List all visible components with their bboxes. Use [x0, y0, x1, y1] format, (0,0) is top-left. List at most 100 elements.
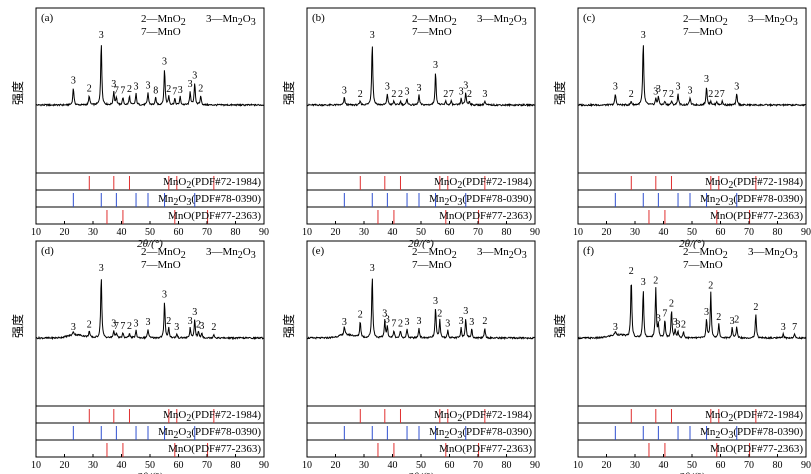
reference-label: MnO(PDF#77-2363): [168, 210, 261, 222]
y-axis-label: 强度: [10, 81, 25, 105]
legend-mno: 7—MnO: [683, 259, 723, 271]
reference-label: MnO(PDF#77-2363): [710, 210, 803, 222]
peak-label: 3: [482, 89, 487, 100]
peak-label: 3: [192, 70, 197, 81]
peak-label: 2: [629, 89, 634, 100]
x-tick-label: 60: [716, 460, 726, 471]
reference-label: MnO2(PDF#72-1984): [434, 409, 532, 424]
peak-label: 3: [463, 306, 468, 317]
peak-label: 2: [653, 276, 658, 287]
x-tick-label: 20: [331, 460, 341, 471]
peak-label: 2: [127, 321, 132, 332]
peak-label: 3: [641, 30, 646, 41]
x-tick-label: 50: [687, 460, 697, 471]
x-axis-label: 2θ/(°): [408, 471, 434, 474]
peak-label: 2: [166, 316, 171, 327]
peak-label: 7: [720, 89, 725, 100]
legend-mno: 7—MnO: [412, 259, 452, 271]
plot-frame: [577, 240, 807, 458]
x-tick-label: 40: [117, 227, 127, 238]
y-axis-label: 强度: [281, 314, 296, 338]
peak-label: 2: [398, 89, 403, 100]
reference-label: MnO(PDF#77-2363): [710, 443, 803, 455]
peak-label: 3: [134, 82, 139, 93]
peak-label: 3: [385, 315, 390, 326]
x-tick-label: 40: [388, 227, 398, 238]
peak-label: 2: [734, 315, 739, 326]
peak-label: 3: [146, 317, 151, 328]
x-tick-label: 90: [801, 460, 811, 471]
reference-label: Mn2O3(PDF#78-0390): [158, 193, 261, 208]
x-tick-label: 70: [744, 227, 754, 238]
x-tick-label: 50: [416, 227, 426, 238]
x-tick-label: 30: [88, 227, 98, 238]
peak-label: 2: [681, 320, 686, 331]
peak-label: 2: [714, 89, 719, 100]
x-tick-label: 60: [445, 227, 455, 238]
legend-mno: 7—MnO: [412, 26, 452, 38]
peak-label: 3: [162, 56, 167, 67]
x-tick-label: 10: [573, 460, 583, 471]
x-tick-label: 80: [231, 227, 241, 238]
xrd-pattern-line: [577, 45, 807, 108]
legend-mno2: 2—MnO2: [683, 13, 728, 28]
peak-label: 7: [120, 321, 125, 332]
peak-label: 3: [342, 85, 347, 96]
panel-label: (a): [41, 12, 54, 24]
reference-label: MnO2(PDF#72-1984): [705, 176, 803, 191]
y-axis-label: 强度: [281, 81, 296, 105]
x-tick-label: 60: [174, 227, 184, 238]
plot-frame: [306, 7, 536, 225]
legend-mno2: 2—MnO2: [683, 246, 728, 261]
peak-label: 3: [188, 316, 193, 327]
peak-label: 3: [111, 318, 116, 329]
peak-label: 3: [162, 289, 167, 300]
legend-mno: 7—MnO: [141, 259, 181, 271]
peak-label: 2: [437, 308, 442, 319]
x-tick-label: 60: [445, 460, 455, 471]
x-tick-label: 30: [88, 460, 98, 471]
x-tick-label: 20: [331, 227, 341, 238]
peak-label: 3: [459, 316, 464, 327]
peak-label: 7: [114, 321, 119, 332]
plot-frame: [35, 7, 265, 225]
peak-label: 3: [188, 79, 193, 90]
x-tick-label: 90: [530, 227, 540, 238]
xrd-pattern-line: [306, 278, 536, 341]
peak-label: 3: [99, 263, 104, 274]
x-tick-label: 30: [630, 460, 640, 471]
peak-label: 3: [469, 317, 474, 328]
x-tick-label: 90: [530, 460, 540, 471]
reference-label: MnO(PDF#77-2363): [439, 210, 532, 222]
peak-label: 3: [385, 82, 390, 93]
peak-label: 7: [120, 85, 125, 96]
x-tick-label: 80: [502, 227, 512, 238]
peak-label: 7: [391, 318, 396, 329]
x-tick-label: 30: [359, 460, 369, 471]
peak-label: 2: [669, 298, 674, 309]
legend-mno2: 2—MnO2: [412, 246, 457, 261]
x-tick-label: 30: [359, 227, 369, 238]
panel-label: (d): [41, 245, 54, 257]
x-axis-label: 2θ/(°): [679, 471, 705, 474]
x-tick-label: 70: [202, 227, 212, 238]
x-tick-label: 80: [502, 460, 512, 471]
peak-label: 3: [688, 85, 693, 96]
peak-label: 3: [433, 60, 438, 71]
peak-label: 3: [676, 320, 681, 331]
peak-label: 3: [405, 87, 410, 98]
peak-label: 3: [734, 82, 739, 93]
peak-label: 3: [405, 317, 410, 328]
x-axis-label: 2θ/(°): [137, 471, 163, 474]
legend-mno: 7—MnO: [141, 26, 181, 38]
plot-frame: [577, 7, 807, 225]
x-tick-label: 10: [573, 227, 583, 238]
legend-mn2o3: 3—Mn2O3: [477, 246, 527, 261]
x-tick-label: 10: [31, 227, 41, 238]
peak-label: 2: [467, 89, 472, 100]
peak-label: 2: [716, 312, 721, 323]
